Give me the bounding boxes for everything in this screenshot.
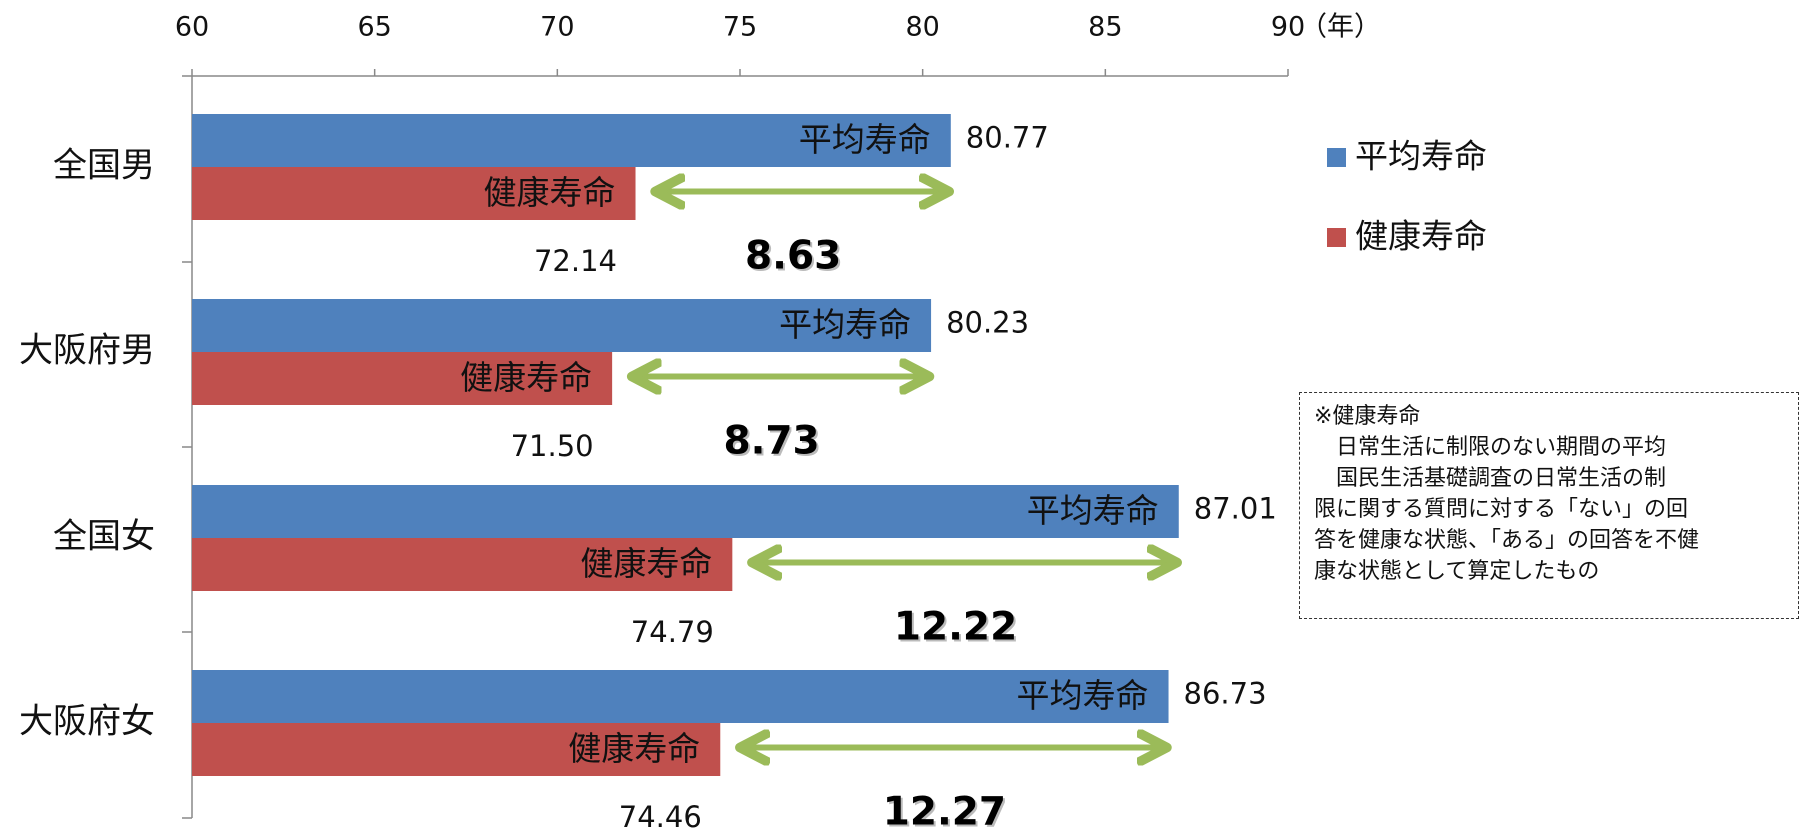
x-tick-label: 85 — [1088, 12, 1122, 43]
category-label: 全国男 — [53, 146, 155, 186]
bar-healthy-lifespan — [192, 723, 721, 776]
x-tick-label: 75 — [723, 12, 757, 43]
bar-text-health: 健康寿命 — [568, 729, 700, 768]
x-tick-label: 70 — [540, 12, 574, 43]
value-label-avg: 80.23 — [946, 306, 1029, 340]
value-label-health: 71.50 — [511, 429, 594, 463]
difference-label-shadow: 8.73 — [725, 421, 821, 466]
health-expectancy-note: ※健康寿命 日常生活に制限のない期間の平均 国民生活基礎調査の日常生活の制 限に… — [1299, 392, 1799, 619]
value-label-avg: 86.73 — [1184, 677, 1267, 711]
category-label: 全国女 — [53, 517, 155, 557]
bar-avg-lifespan — [192, 299, 932, 352]
difference-label: 12.27 — [883, 790, 1006, 835]
bar-text-avg: 平均寿命 — [799, 120, 931, 159]
difference-label-shadow: 12.22 — [896, 607, 1019, 652]
x-tick-label: 65 — [357, 12, 391, 43]
bar-text-avg: 平均寿命 — [1017, 676, 1149, 715]
legend-swatch-avg — [1327, 148, 1346, 167]
bar-healthy-lifespan — [192, 167, 636, 220]
bar-avg-lifespan — [192, 485, 1179, 538]
value-label-avg: 80.77 — [966, 121, 1049, 155]
x-tick-label: 60 — [175, 12, 209, 43]
legend-label-avg: 平均寿命 — [1355, 137, 1487, 176]
note-line: 限に関する質問に対する「ない」の回 — [1314, 497, 1689, 522]
difference-label: 8.63 — [745, 234, 841, 279]
bar-avg-lifespan — [192, 114, 951, 167]
note-line: 康な状態として算定したもの — [1314, 559, 1600, 584]
note-line: 国民生活基礎調査の日常生活の制 — [1314, 466, 1667, 491]
x-tick-label: 90 — [1271, 12, 1305, 43]
bar-text-avg: 平均寿命 — [1027, 491, 1159, 530]
bar-healthy-lifespan — [192, 352, 613, 405]
difference-label-shadow: 8.63 — [747, 236, 843, 281]
bar-avg-lifespan — [192, 670, 1169, 723]
value-label-health: 74.79 — [631, 615, 714, 649]
legend-swatch-health — [1327, 228, 1346, 247]
bar-text-health: 健康寿命 — [484, 173, 616, 212]
difference-label: 12.22 — [894, 605, 1017, 650]
category-label: 大阪府男 — [19, 331, 155, 371]
bar-text-avg: 平均寿命 — [779, 305, 911, 344]
value-label-health: 74.46 — [619, 800, 702, 834]
difference-label: 8.73 — [723, 419, 819, 464]
x-tick-label: 80 — [905, 12, 939, 43]
x-axis-unit: （年） — [1300, 12, 1381, 43]
difference-label-shadow: 12.27 — [885, 792, 1008, 835]
bar-text-health: 健康寿命 — [460, 358, 592, 397]
value-label-health: 72.14 — [534, 244, 617, 278]
category-label: 大阪府女 — [19, 702, 155, 742]
note-line: ※健康寿命 — [1314, 404, 1421, 429]
legend-label-health: 健康寿命 — [1355, 217, 1487, 256]
value-label-avg: 87.01 — [1194, 492, 1277, 526]
bar-text-health: 健康寿命 — [580, 544, 712, 583]
note-line: 日常生活に制限のない期間の平均 — [1314, 435, 1667, 460]
bar-healthy-lifespan — [192, 538, 733, 591]
note-line: 答を健康な状態、「ある」の回答を不健 — [1314, 528, 1700, 553]
